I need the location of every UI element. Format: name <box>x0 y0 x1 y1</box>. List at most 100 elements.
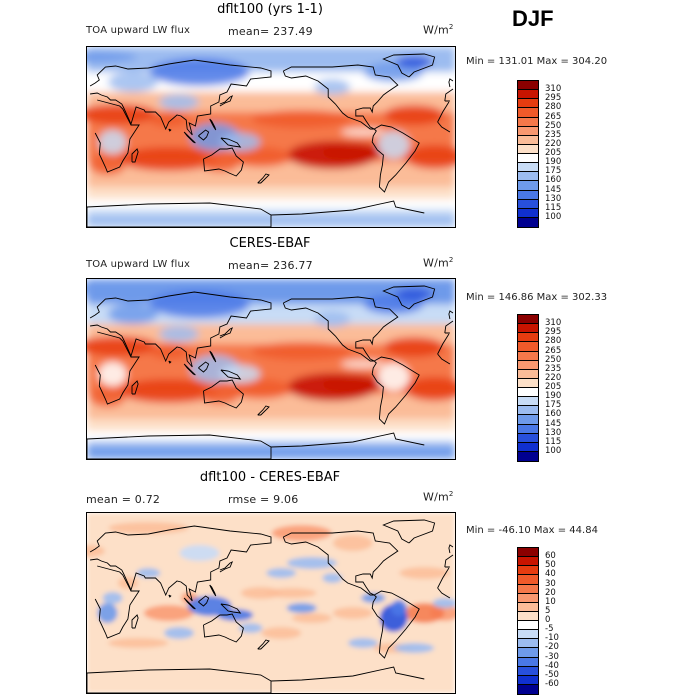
heatmap-field-blob <box>159 94 199 110</box>
colorbar-swatch <box>518 575 538 585</box>
colorbar-tick-label: -10 <box>545 633 559 644</box>
coastline-greenland <box>382 285 436 310</box>
heatmap-field-blob <box>102 592 123 604</box>
colorbar-swatch <box>518 593 538 603</box>
colorbar-tick-label: 250 <box>545 120 562 131</box>
panel-1-colorbar <box>517 80 539 228</box>
colorbar-swatch <box>518 163 538 173</box>
heatmap-lat-band <box>87 419 455 431</box>
heatmap-field-blob <box>341 128 385 136</box>
heatmap-field-blob <box>396 56 433 68</box>
colorbar-tick-label: -40 <box>545 660 559 671</box>
colorbar-swatch <box>518 181 538 191</box>
coastline-samerica <box>371 590 420 659</box>
heatmap-lat-band <box>87 431 455 441</box>
coastline-nz <box>257 405 270 416</box>
coastline-japan <box>219 561 234 573</box>
heatmap-field-blob <box>377 131 410 159</box>
coastline-uk <box>448 310 454 320</box>
colorbar-swatch <box>518 630 538 640</box>
heatmap-field-blob <box>348 638 378 648</box>
heatmap-field-blob <box>148 111 189 127</box>
colorbar-tick-label: 115 <box>545 436 562 447</box>
panel-3-mean: mean = 0.72 <box>86 493 161 506</box>
coastline-nz <box>257 173 270 184</box>
colorbar-tick-label: 40 <box>545 569 556 580</box>
heatmap-field-blob <box>322 374 383 394</box>
heatmap-field-blob <box>220 365 261 383</box>
coastline-australia <box>203 147 244 177</box>
colorbar-tick-label: 295 <box>545 93 562 104</box>
heatmap-field-blob <box>108 522 189 534</box>
colorbar-tick-label: 145 <box>545 418 562 429</box>
colorbar-tick-label: 265 <box>545 111 562 122</box>
coastline-namerica <box>282 530 399 596</box>
colorbar-swatch <box>518 566 538 576</box>
heatmap-field-blob <box>399 567 450 579</box>
colorbar-tick-label: 20 <box>545 587 556 598</box>
coastline-africa <box>94 565 451 639</box>
heatmap-field-blob <box>361 593 386 603</box>
colorbar-tick-label: 10 <box>545 596 556 607</box>
heatmap-field-blob <box>377 363 410 391</box>
colorbar-swatch <box>518 126 538 136</box>
colorbar-swatch <box>518 675 538 685</box>
heatmap-field-blob <box>384 105 445 125</box>
colorbar-tick-label: 30 <box>545 578 556 589</box>
heatmap-field-blob <box>87 283 137 295</box>
panel-1-variable-label: TOA upward LW flux <box>86 25 191 36</box>
heatmap-field-blob <box>394 643 435 653</box>
heatmap-field-blob <box>238 623 263 633</box>
colorbar-tick-label: 310 <box>545 84 562 95</box>
colorbar-tick-label: 205 <box>545 382 562 392</box>
colorbar-tick-label: 130 <box>545 193 562 204</box>
heatmap-field-blob <box>404 145 455 169</box>
coastline-africa <box>94 99 451 173</box>
colorbar-swatch <box>518 424 538 434</box>
heatmap-field-blob <box>220 133 261 151</box>
heatmap-field-blob <box>251 342 352 360</box>
panel-1-map <box>86 46 456 228</box>
coastline-newguinea <box>220 369 242 380</box>
coastline-newguinea <box>220 137 242 148</box>
panel-2-minmax: Min = 146.86 Max = 302.33 <box>466 292 608 303</box>
heatmap-field-blob <box>230 147 291 167</box>
coastline-antarctica <box>87 202 272 227</box>
heatmap-field-blob <box>251 110 352 128</box>
colorbar-tick-label: 295 <box>545 327 562 338</box>
coastline-eurasia <box>89 59 454 136</box>
colorbar-swatch <box>518 684 538 694</box>
colorbar-tick-label: 205 <box>545 148 562 158</box>
heatmap-field-blob <box>341 360 385 368</box>
heatmap-field-blob <box>108 72 158 92</box>
colorbar-tick-label: -50 <box>545 669 559 680</box>
heatmap-field-blob <box>87 51 137 63</box>
heatmap-field-blob <box>384 337 445 357</box>
panel-2-heatmap <box>87 279 455 459</box>
colorbar-swatch <box>518 584 538 594</box>
heatmap-field-blob <box>240 587 281 599</box>
panel-2-units: W/m2 <box>423 256 454 270</box>
colorbar-swatch <box>518 602 538 612</box>
colorbar-swatch <box>518 388 538 398</box>
colorbar-tick-label: 220 <box>545 372 562 383</box>
colorbar-tick-label: 160 <box>545 409 562 420</box>
heatmap-field-blob <box>164 627 194 639</box>
coastline-antarctica <box>87 434 272 459</box>
colorbar-tick-label: 50 <box>545 560 556 571</box>
heatmap-field-blob <box>87 336 158 356</box>
colorbar-tick-label: 5 <box>545 605 551 616</box>
panel-2-variable-label: TOA upward LW flux <box>86 259 191 270</box>
panel-2-colorbar <box>517 314 539 462</box>
colorbar-swatch <box>518 324 538 334</box>
coastline-borneo <box>198 595 210 607</box>
coastline-newguinea <box>220 603 242 614</box>
colorbar-tick-label: -20 <box>545 642 559 653</box>
colorbar-swatch <box>518 433 538 443</box>
heatmap-field-blob <box>179 545 220 561</box>
heatmap-field-blob <box>230 379 291 399</box>
colorbar-tick-label: 265 <box>545 345 562 356</box>
heatmap-field-blob <box>187 596 232 616</box>
colorbar-swatch <box>518 351 538 361</box>
coastline-eurasia <box>89 525 454 602</box>
